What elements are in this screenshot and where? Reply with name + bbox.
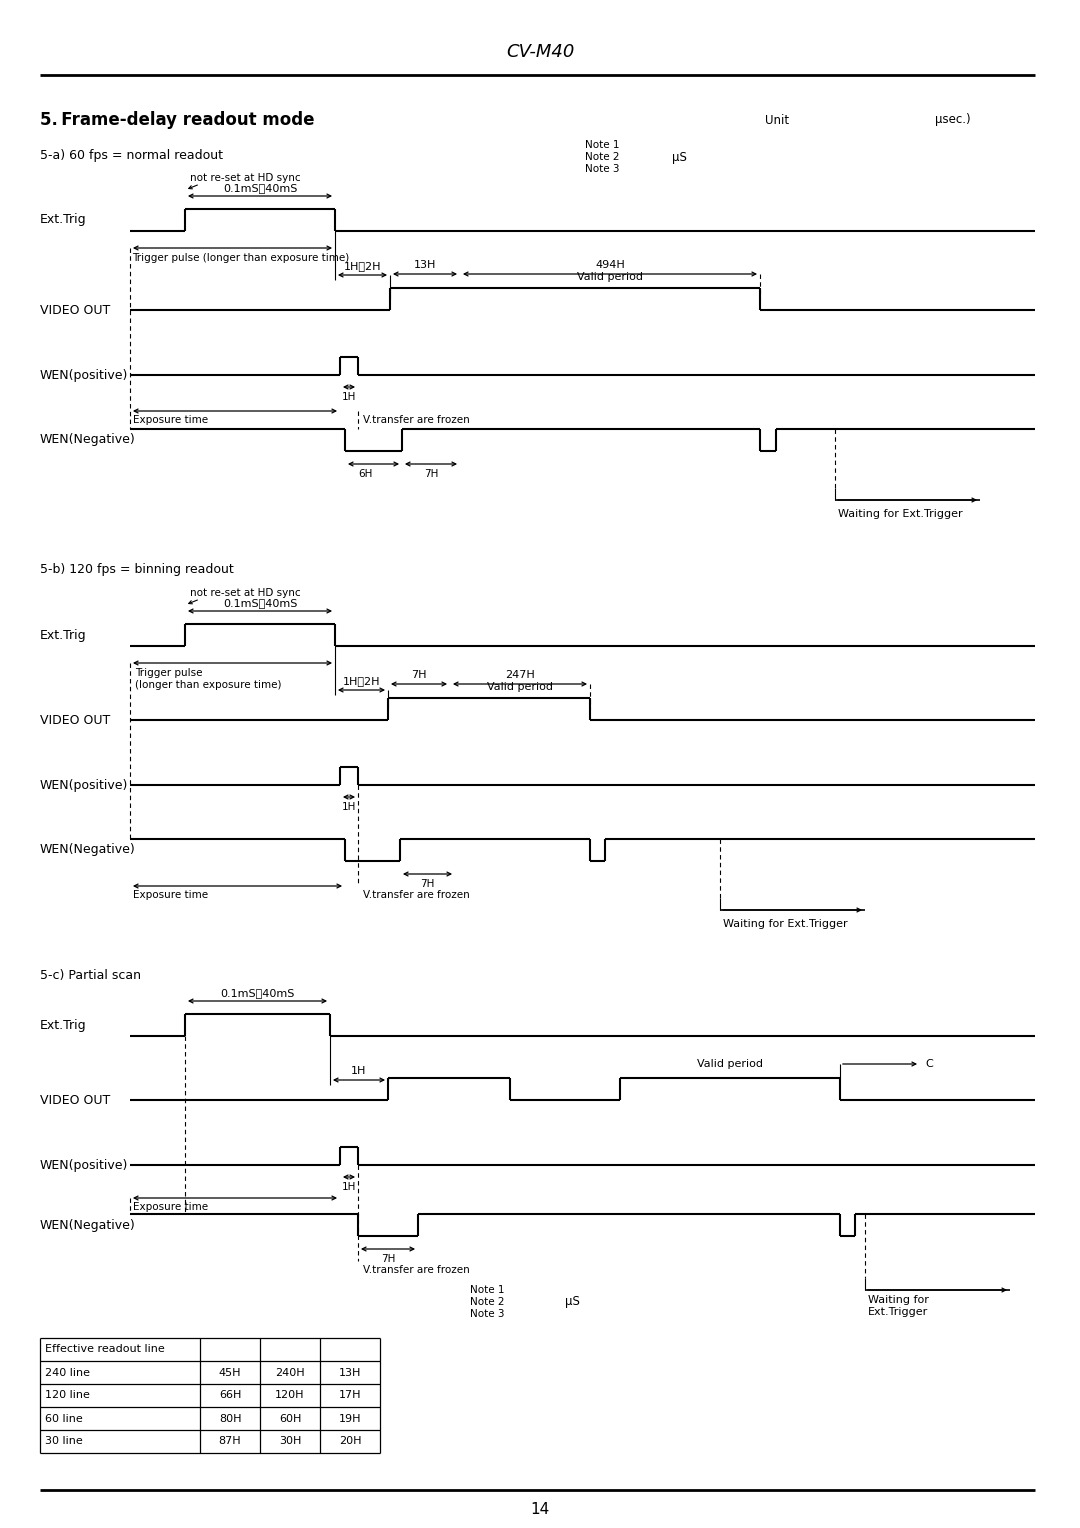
Text: 5-b) 120 fps = binning readout: 5-b) 120 fps = binning readout (40, 564, 233, 576)
Text: 20H: 20H (339, 1436, 361, 1447)
Text: 1H: 1H (341, 393, 356, 402)
Text: WEN(Negative): WEN(Negative) (40, 1218, 136, 1232)
Text: 60 line: 60 line (45, 1413, 83, 1424)
Text: CV-M40: CV-M40 (505, 43, 575, 61)
Text: (longer than exposure time): (longer than exposure time) (135, 680, 282, 691)
Text: Unit: Unit (765, 113, 789, 127)
Text: 13H: 13H (339, 1368, 361, 1378)
Text: 45H: 45H (219, 1368, 241, 1378)
Text: Trigger pulse (longer than exposure time): Trigger pulse (longer than exposure time… (132, 254, 349, 263)
Text: 1H: 1H (341, 1183, 356, 1192)
Text: 0.1mS～40mS: 0.1mS～40mS (222, 183, 297, 193)
Text: 5-a) 60 fps = normal readout: 5-a) 60 fps = normal readout (40, 148, 222, 162)
Text: WEN(Negative): WEN(Negative) (40, 434, 136, 446)
Text: 30 line: 30 line (45, 1436, 83, 1447)
Text: 7H: 7H (411, 669, 427, 680)
Text: VIDEO OUT: VIDEO OUT (40, 1094, 110, 1106)
Text: Exposure time: Exposure time (133, 416, 208, 425)
Text: not re-set at HD sync: not re-set at HD sync (190, 588, 300, 597)
Text: 240H: 240H (275, 1368, 305, 1378)
Text: μsec.): μsec.) (935, 113, 971, 127)
Text: 120 line: 120 line (45, 1390, 90, 1401)
Text: Valid period: Valid period (487, 681, 553, 692)
Text: 5-c) Partial scan: 5-c) Partial scan (40, 969, 141, 981)
Text: V.transfer are frozen: V.transfer are frozen (363, 889, 470, 900)
Text: 1H～2H: 1H～2H (343, 261, 381, 270)
Text: 7H: 7H (420, 879, 434, 889)
Text: 5. Frame-delay readout mode: 5. Frame-delay readout mode (40, 112, 314, 128)
Text: 247H: 247H (505, 669, 535, 680)
Text: Ext.Trig: Ext.Trig (40, 628, 86, 642)
Text: V.transfer are frozen: V.transfer are frozen (363, 416, 470, 425)
Text: not re-set at HD sync: not re-set at HD sync (190, 173, 300, 183)
Text: Note 2: Note 2 (470, 1297, 504, 1306)
Text: Note 2: Note 2 (585, 151, 620, 162)
Text: 30H: 30H (279, 1436, 301, 1447)
Text: Effective readout line: Effective readout line (45, 1345, 165, 1354)
Text: Ext.Trig: Ext.Trig (40, 1019, 86, 1031)
Text: Exposure time: Exposure time (133, 889, 208, 900)
Text: Valid period: Valid period (577, 272, 643, 283)
Text: Note 1: Note 1 (585, 141, 620, 150)
Text: 240 line: 240 line (45, 1368, 90, 1378)
Text: 14: 14 (530, 1502, 550, 1517)
Text: 19H: 19H (339, 1413, 361, 1424)
Text: Note 3: Note 3 (585, 163, 620, 174)
Text: 1H～2H: 1H～2H (342, 675, 380, 686)
Text: Exposure time: Exposure time (133, 1203, 208, 1212)
Text: 66H: 66H (219, 1390, 241, 1401)
Text: Ext.Trig: Ext.Trig (40, 214, 86, 226)
Text: 1H: 1H (341, 802, 356, 811)
Text: V.transfer are frozen: V.transfer are frozen (363, 1265, 470, 1274)
Text: 7H: 7H (381, 1254, 395, 1264)
Text: WEN(positive): WEN(positive) (40, 778, 129, 792)
Text: 1H: 1H (351, 1067, 367, 1076)
Text: WEN(positive): WEN(positive) (40, 1158, 129, 1172)
Text: WEN(positive): WEN(positive) (40, 368, 129, 382)
Text: Ext.Trigger: Ext.Trigger (868, 1306, 928, 1317)
Text: Waiting for Ext.Trigger: Waiting for Ext.Trigger (838, 509, 962, 520)
Text: μS: μS (672, 150, 687, 163)
Text: Note 1: Note 1 (470, 1285, 504, 1296)
Text: μS: μS (565, 1296, 580, 1308)
Text: 80H: 80H (219, 1413, 241, 1424)
Text: Trigger pulse: Trigger pulse (135, 668, 203, 678)
Text: 120H: 120H (275, 1390, 305, 1401)
Text: 87H: 87H (218, 1436, 241, 1447)
Text: 60H: 60H (279, 1413, 301, 1424)
Text: Waiting for Ext.Trigger: Waiting for Ext.Trigger (723, 918, 848, 929)
Text: Waiting for: Waiting for (868, 1296, 929, 1305)
Text: VIDEO OUT: VIDEO OUT (40, 304, 110, 316)
Text: 17H: 17H (339, 1390, 361, 1401)
Text: VIDEO OUT: VIDEO OUT (40, 714, 110, 726)
Text: Valid period: Valid period (697, 1059, 762, 1070)
Text: 0.1mS～40mS: 0.1mS～40mS (222, 597, 297, 608)
Text: 7H: 7H (423, 469, 438, 478)
Text: 6H: 6H (359, 469, 373, 478)
Text: Note 3: Note 3 (470, 1309, 504, 1319)
Text: 0.1mS～40mS: 0.1mS～40mS (220, 989, 295, 998)
Text: C: C (924, 1059, 933, 1070)
Text: WEN(Negative): WEN(Negative) (40, 843, 136, 857)
Text: 13H: 13H (414, 260, 436, 270)
Text: 494H: 494H (595, 260, 625, 270)
